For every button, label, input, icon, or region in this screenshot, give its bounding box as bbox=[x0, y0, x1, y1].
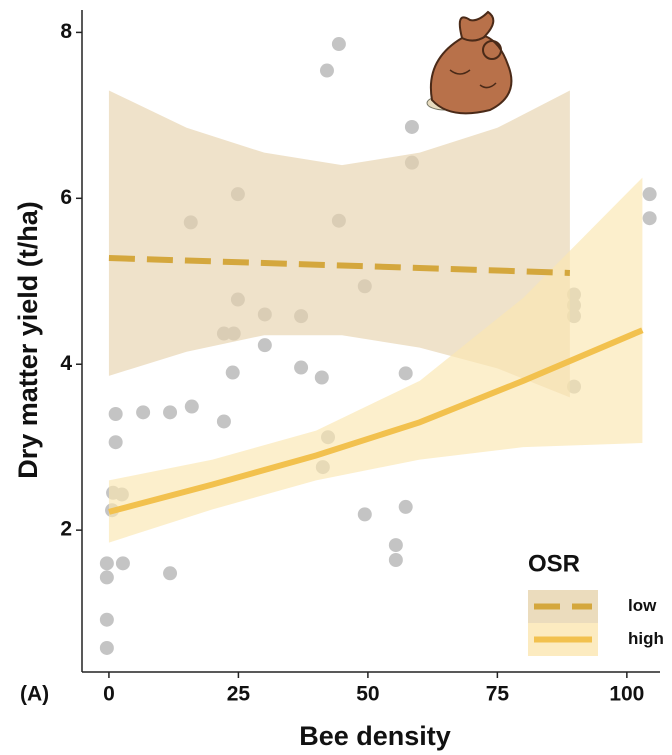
y-tick-label: 8 bbox=[60, 20, 72, 43]
data-point bbox=[115, 556, 130, 571]
data-point bbox=[108, 435, 123, 450]
data-point bbox=[388, 553, 403, 568]
data-point bbox=[319, 63, 334, 78]
panel-label: (A) bbox=[20, 683, 49, 706]
x-tick-label: 50 bbox=[356, 683, 379, 706]
data-point bbox=[184, 399, 199, 414]
data-point bbox=[314, 370, 329, 385]
money-bag-icon bbox=[426, 10, 513, 115]
y-tick-label: 2 bbox=[60, 518, 72, 541]
legend-title: OSR bbox=[528, 550, 580, 577]
data-point bbox=[357, 507, 372, 522]
data-point bbox=[216, 414, 231, 429]
data-point bbox=[163, 405, 178, 420]
data-point bbox=[108, 407, 123, 422]
plot: 2 4 6 8 0 25 50 75 100 bbox=[60, 10, 660, 706]
y-tick-label: 4 bbox=[60, 352, 72, 375]
fit-line bbox=[108, 327, 644, 515]
data-point bbox=[225, 365, 240, 380]
data-point bbox=[163, 566, 178, 581]
data-point bbox=[398, 499, 413, 514]
data-point bbox=[642, 187, 657, 202]
data-point bbox=[99, 570, 114, 585]
data-point bbox=[331, 37, 346, 52]
data-point bbox=[404, 119, 419, 134]
data-point bbox=[398, 366, 413, 381]
data-point bbox=[99, 556, 114, 571]
data-point bbox=[642, 211, 657, 226]
data-point bbox=[99, 612, 114, 627]
x-tick-label: 25 bbox=[227, 683, 251, 706]
data-point bbox=[136, 405, 151, 420]
legend-label: low bbox=[628, 596, 657, 615]
data-point bbox=[388, 538, 403, 553]
data-point bbox=[257, 338, 272, 353]
y-axis-label: Dry matter yield (t/ha) bbox=[13, 201, 43, 479]
y-tick-label: 6 bbox=[60, 186, 72, 209]
legend-label: high bbox=[628, 629, 664, 648]
fit-line bbox=[108, 255, 570, 276]
confidence-band bbox=[108, 90, 570, 398]
x-axis-label: Bee density bbox=[299, 721, 451, 751]
data-point bbox=[294, 360, 309, 375]
confidence-band bbox=[108, 177, 643, 543]
x-tick-label: 100 bbox=[609, 683, 644, 706]
data-point bbox=[99, 640, 114, 655]
x-tick-label: 0 bbox=[103, 683, 115, 706]
x-tick-label: 75 bbox=[486, 683, 510, 706]
